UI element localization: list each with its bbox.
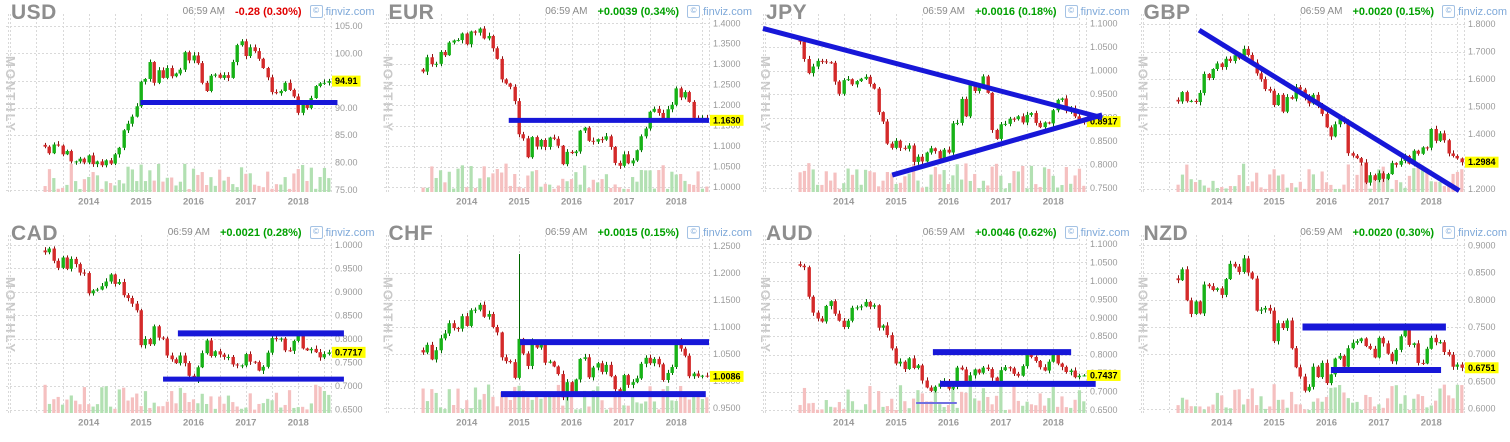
chart-panel-jpy: MONTHLY JPY 06:59 AM +0.0016 (0.18%) © f… [755,0,1133,221]
finviz-watermark-link[interactable]: © finviz.com [1442,226,1507,239]
finviz-logo-icon: © [1442,5,1456,18]
finviz-logo-icon: © [687,226,701,239]
finviz-logo-icon: © [687,5,701,18]
candlestick-chart[interactable] [0,221,377,442]
chart-header: 06:59 AM +0.0015 (0.15%) © finviz.com [545,226,752,239]
chart-title: CAD [11,222,58,245]
chart-title: CHF [388,222,434,245]
chart-header: 06:59 AM +0.0039 (0.34%) © finviz.com [545,5,752,18]
chart-panel-cad: MONTHLY CAD 06:59 AM +0.0021 (0.28%) © f… [0,221,378,442]
quote-change: +0.0020 (0.30%) [1352,226,1435,239]
quote-change: +0.0020 (0.15%) [1352,5,1435,18]
chart-header: 06:59 AM +0.0046 (0.62%) © finviz.com [923,226,1130,239]
quote-change: +0.0046 (0.62%) [974,226,1057,239]
chart-header: 06:59 AM -0.28 (0.30%) © finviz.com [183,5,375,18]
candlestick-chart[interactable] [377,221,755,442]
finviz-watermark-link[interactable]: © finviz.com [1064,5,1130,18]
quote-time: 06:59 AM [922,227,965,238]
chart-panel-nzd: MONTHLY NZD 06:59 AM +0.0020 (0.30%) © f… [1132,221,1510,442]
finviz-logo-icon: © [309,226,323,239]
quote-change: +0.0016 (0.18%) [974,5,1057,18]
quote-change: -0.28 (0.30%) [234,5,302,18]
finviz-watermark-link[interactable]: © finviz.com [687,5,752,18]
chart-title: AUD [766,222,813,245]
finviz-watermark-link[interactable]: © finviz.com [1064,226,1130,239]
finviz-watermark-label: finviz.com [703,226,752,239]
chart-title: EUR [388,1,435,24]
finviz-watermark-label: finviz.com [325,5,375,18]
quote-time: 06:59 AM [1300,6,1343,17]
chart-header: 06:59 AM +0.0021 (0.28%) © finviz.com [168,226,375,239]
candlestick-chart[interactable] [1132,221,1510,442]
finviz-watermark-link[interactable]: © finviz.com [309,5,375,18]
quote-change: +0.0021 (0.28%) [219,226,302,239]
finviz-watermark-label: finviz.com [325,226,375,239]
candlestick-chart[interactable] [755,0,1132,221]
finviz-logo-icon: © [1064,5,1078,18]
candlestick-chart[interactable] [377,0,755,221]
chart-panel-gbp: MONTHLY GBP 06:59 AM +0.0020 (0.15%) © f… [1132,0,1510,221]
chart-title: USD [11,1,57,24]
chart-title: GBP [1143,1,1191,24]
chart-header: 06:59 AM +0.0020 (0.15%) © finviz.com [1300,5,1507,18]
finviz-watermark-label: finviz.com [1080,5,1130,18]
chart-header: 06:59 AM +0.0016 (0.18%) © finviz.com [923,5,1130,18]
finviz-logo-icon: © [309,5,323,18]
candlestick-chart[interactable] [755,221,1132,442]
chart-panel-chf: MONTHLY CHF 06:59 AM +0.0015 (0.15%) © f… [377,221,755,442]
quote-time: 06:59 AM [545,227,588,238]
quote-time: 06:59 AM [167,227,210,238]
finviz-watermark-link[interactable]: © finviz.com [687,226,752,239]
quote-time: 06:59 AM [182,6,225,17]
finviz-watermark-label: finviz.com [1458,226,1507,239]
quote-time: 06:59 AM [922,6,965,17]
chart-title: NZD [1143,222,1189,245]
finviz-logo-icon: © [1064,226,1078,239]
finviz-watermark-label: finviz.com [1080,226,1130,239]
quote-time: 06:59 AM [545,6,588,17]
finviz-watermark-link[interactable]: © finviz.com [309,226,375,239]
chart-panel-usd: MONTHLY USD 06:59 AM -0.28 (0.30%) © fin… [0,0,378,221]
finviz-watermark-label: finviz.com [703,5,752,18]
finviz-logo-icon: © [1442,226,1456,239]
chart-header: 06:59 AM +0.0020 (0.30%) © finviz.com [1300,226,1507,239]
quote-change: +0.0015 (0.15%) [597,226,680,239]
chart-panel-aud: MONTHLY AUD 06:59 AM +0.0046 (0.62%) © f… [755,221,1133,442]
candlestick-chart[interactable] [1132,0,1510,221]
candlestick-chart[interactable] [0,0,377,221]
quote-time: 06:59 AM [1300,227,1343,238]
finviz-watermark-label: finviz.com [1458,5,1507,18]
chart-title: JPY [766,1,808,24]
chart-panel-eur: MONTHLY EUR 06:59 AM +0.0039 (0.34%) © f… [377,0,755,221]
quote-change: +0.0039 (0.34%) [597,5,680,18]
finviz-watermark-link[interactable]: © finviz.com [1442,5,1507,18]
